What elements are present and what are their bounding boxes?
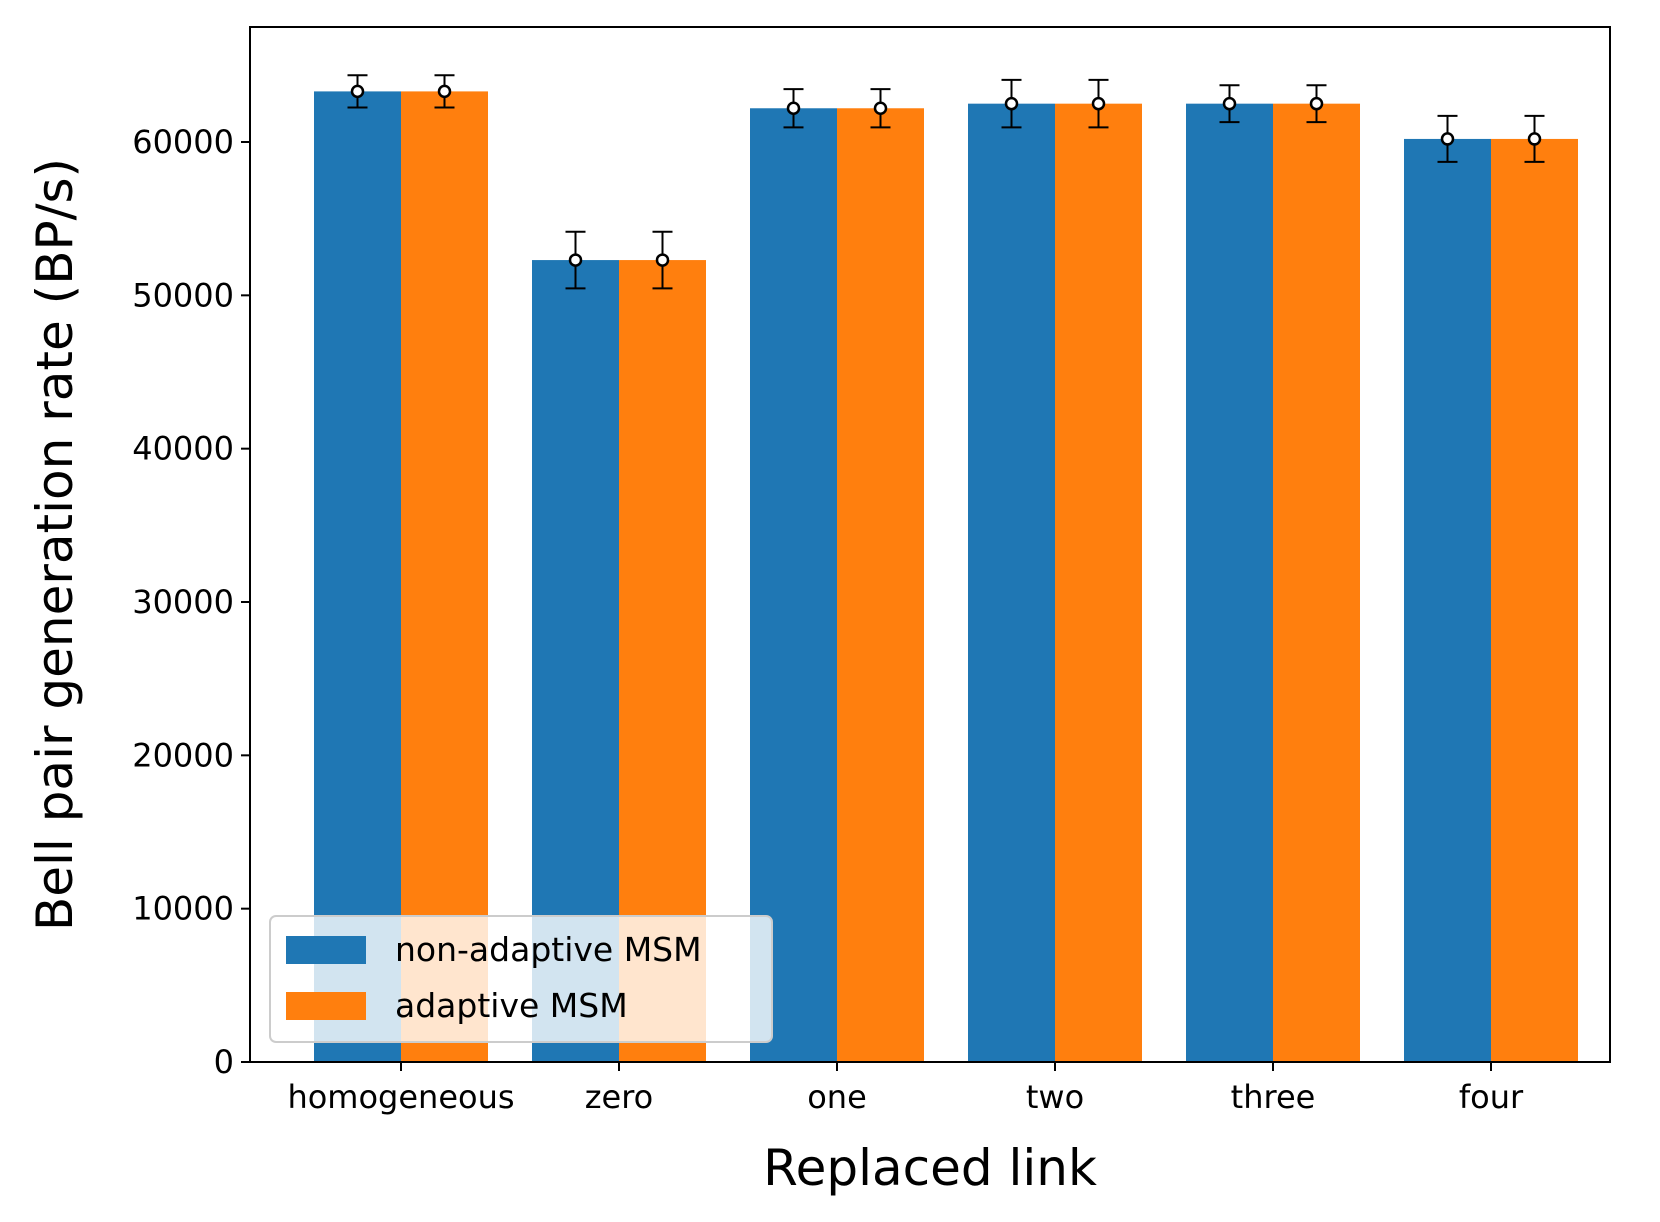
bar-0-one: [750, 108, 837, 1063]
mean-marker: [1004, 96, 1019, 111]
legend-label-1: adaptive MSM: [395, 986, 628, 1025]
x-tick-label-three: three: [1231, 1078, 1316, 1116]
legend: non-adaptive MSM adaptive MSM: [269, 915, 773, 1043]
mean-marker: [786, 101, 801, 116]
y-tick-label: 40000: [132, 430, 234, 468]
y-tick-label: 60000: [132, 123, 234, 161]
x-axis-title: Replaced link: [763, 1139, 1097, 1197]
bar-0-homogeneous: [314, 91, 401, 1062]
mean-marker: [568, 253, 583, 267]
y-tick-label: 20000: [132, 736, 234, 774]
bar-0-four: [1404, 138, 1491, 1062]
x-tick-label-homogeneous: homogeneous: [287, 1078, 514, 1116]
x-tick-label-four: four: [1459, 1078, 1524, 1116]
legend-swatch-1: [286, 992, 366, 1020]
mean-marker: [437, 84, 452, 99]
x-tick-label-two: two: [1026, 1078, 1084, 1116]
bar-1-homogeneous: [401, 91, 488, 1062]
bar-0-two: [968, 103, 1055, 1062]
mean-marker: [350, 84, 365, 99]
y-tick-label: 30000: [132, 583, 234, 621]
plot-frame: [249, 26, 1611, 1063]
legend-swatch-0: [286, 936, 366, 964]
mean-marker: [873, 101, 888, 116]
mean-marker: [1091, 96, 1106, 111]
y-tick-label: 0: [214, 1043, 234, 1081]
y-tick-label: 10000: [132, 890, 234, 928]
x-tick-label-one: one: [807, 1078, 867, 1116]
legend-label-0: non-adaptive MSM: [395, 930, 702, 969]
mean-marker: [1222, 96, 1237, 111]
bar-1-two: [1055, 103, 1142, 1062]
y-tick-label: 50000: [132, 276, 234, 314]
bar-1-one: [837, 108, 924, 1063]
x-axis: homogeneous zero one two three four: [287, 1062, 1524, 1116]
bar-1-four: [1491, 138, 1578, 1062]
x-tick-label-zero: zero: [585, 1078, 654, 1116]
y-axis-title: Bell pair generation rate (BP/s): [26, 158, 84, 931]
bar-0-three: [1186, 103, 1273, 1062]
bar-1-three: [1273, 103, 1360, 1062]
legend-box: [269, 915, 773, 1043]
mean-marker: [1309, 96, 1324, 111]
mean-marker: [1440, 132, 1455, 146]
y-axis: 0 10000 20000 30000 40000 50000 60000: [132, 123, 250, 1081]
error-bars-layer: [347, 74, 1545, 290]
mean-marker: [655, 253, 670, 267]
mean-marker: [1527, 132, 1542, 146]
